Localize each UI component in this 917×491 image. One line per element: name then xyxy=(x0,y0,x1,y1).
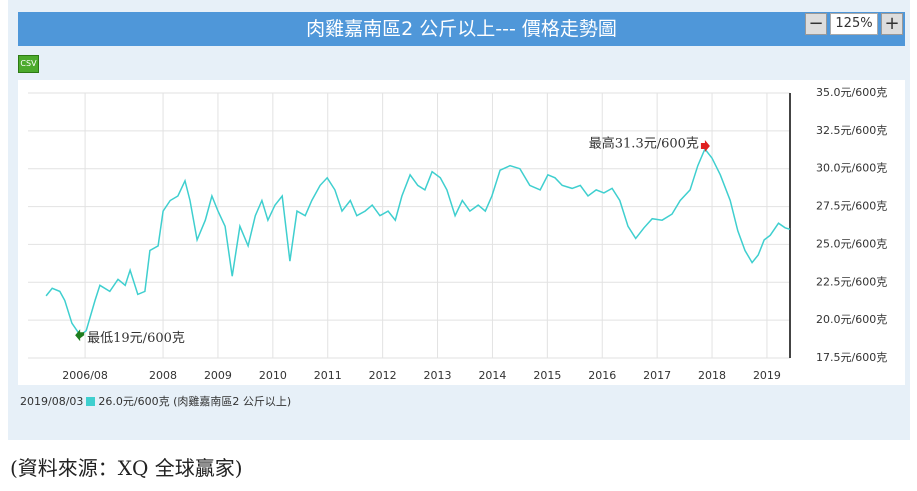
x-tick-label: 2014 xyxy=(478,369,506,382)
x-tick-label: 2015 xyxy=(533,369,561,382)
chart: 17.5元/600克 20.0元/600克 22.5元/600克 25.0元/600克… xyxy=(18,80,905,385)
source-note: (資料來源：XQ 全球贏家) xyxy=(10,456,243,480)
x-tick-label: 2018 xyxy=(698,369,726,382)
x-tick-label: 2011 xyxy=(314,369,342,382)
x-tick-label: 2012 xyxy=(369,369,397,382)
x-tick-label: 2006/08 xyxy=(62,369,108,382)
zoom-control: − 125% + xyxy=(805,13,903,35)
x-tick-label: 2013 xyxy=(424,369,452,382)
y-tick-label: 35.0元/600克 xyxy=(816,86,887,99)
csv-button[interactable]: CSV xyxy=(18,55,39,73)
min-label: 最低19元/600克 xyxy=(87,331,185,346)
y-tick-label: 32.5元/600克 xyxy=(816,124,887,137)
y-tick-label: 20.0元/600克 xyxy=(816,313,887,326)
zoom-value: 125% xyxy=(830,13,878,35)
x-tick-label: 2008 xyxy=(149,369,177,382)
x-tick-label: 2010 xyxy=(259,369,287,382)
x-tick-label: 2019 xyxy=(753,369,781,382)
y-tick-label: 17.5元/600克 xyxy=(816,351,887,364)
zoom-in-button[interactable]: + xyxy=(881,13,903,35)
legend: 2019/08/03 26.0元/600克 (肉雞嘉南區2 公斤以上) xyxy=(20,393,291,409)
x-tick-label: 2009 xyxy=(204,369,232,382)
chart-title: 肉雞嘉南區2 公斤以上--- 價格走勢圖 xyxy=(18,12,905,46)
x-tick-label: 2017 xyxy=(643,369,671,382)
legend-label: 26.0元/600克 (肉雞嘉南區2 公斤以上) xyxy=(98,395,292,408)
legend-date: 2019/08/03 xyxy=(20,394,84,408)
legend-swatch xyxy=(86,396,96,406)
y-tick-label: 22.5元/600克 xyxy=(816,275,887,288)
price-line xyxy=(45,147,791,337)
min-marker xyxy=(75,329,85,342)
y-tick-label: 27.5元/600克 xyxy=(816,200,887,213)
y-tick-label: 30.0元/600克 xyxy=(816,162,887,175)
max-label: 最高31.3元/600克 xyxy=(589,136,699,152)
max-marker xyxy=(700,140,710,153)
zoom-out-button[interactable]: − xyxy=(805,13,827,35)
x-tick-label: 2016 xyxy=(588,369,616,382)
y-tick-label: 25.0元/600克 xyxy=(816,237,887,250)
